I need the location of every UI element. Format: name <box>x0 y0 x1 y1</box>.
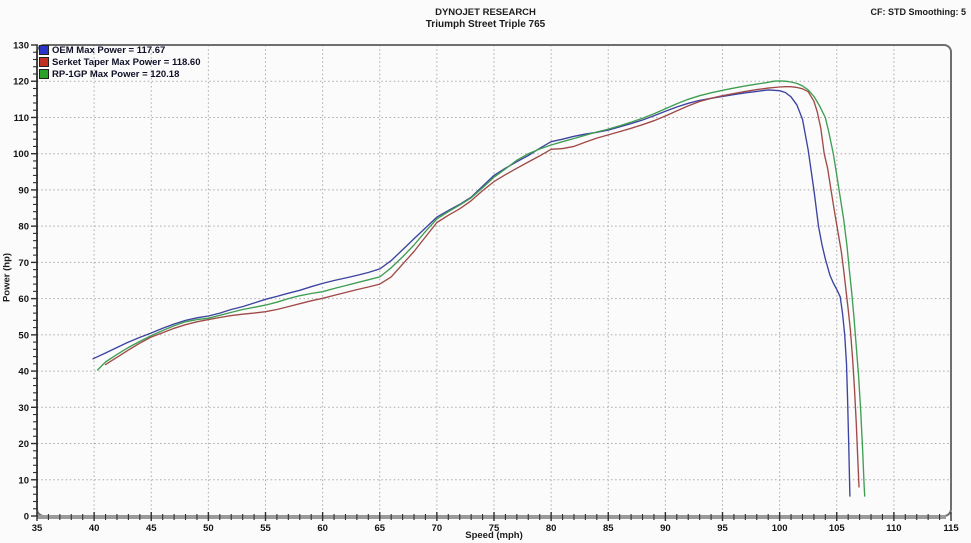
x-tick-label: 45 <box>146 523 157 534</box>
y-tick-label: 130 <box>13 41 29 52</box>
x-tick-label: 55 <box>260 523 271 534</box>
y-tick-label: 60 <box>18 294 29 305</box>
y-tick-label: 20 <box>18 439 29 450</box>
legend-label-oem: OEM Max Power = 117.67 <box>52 44 166 56</box>
y-tick-label: 40 <box>18 367 29 378</box>
x-tick-label: 80 <box>546 523 557 534</box>
curve-rp-1gp <box>96 80 866 497</box>
x-tick-label: 115 <box>943 523 959 534</box>
x-tick-label: 105 <box>829 523 846 534</box>
y-tick-label: 10 <box>18 475 29 486</box>
page-title: DYNOJET RESEARCH <box>435 7 536 18</box>
y-tick-label: 70 <box>18 258 29 269</box>
x-tick-label: 40 <box>89 523 100 534</box>
y-tick-label: 120 <box>13 77 29 88</box>
legend-swatch-serket-taper <box>39 57 49 67</box>
y-tick-label: 90 <box>18 185 29 196</box>
legend-item-rp-1gp: RP-1GP Max Power = 120.18 <box>39 68 200 80</box>
legend-label-rp-1gp: RP-1GP Max Power = 120.18 <box>52 68 180 80</box>
x-tick-label: 95 <box>717 523 728 534</box>
legend-item-oem: OEM Max Power = 117.67 <box>39 44 200 56</box>
x-tick-label: 75 <box>489 523 500 534</box>
legend-swatch-oem <box>39 45 49 55</box>
x-tick-label: 50 <box>203 523 214 534</box>
x-axis-title: Speed (mph) <box>465 530 523 541</box>
y-tick-label: 0 <box>24 512 29 523</box>
y-tick-label: 100 <box>13 149 29 160</box>
legend-swatch-rp-1gp <box>39 69 49 79</box>
x-tick-label: 35 <box>32 523 43 534</box>
x-tick-label: 85 <box>603 523 614 534</box>
y-tick-label: 50 <box>18 330 29 341</box>
x-tick-label: 70 <box>432 523 443 534</box>
y-tick-label: 30 <box>18 403 29 414</box>
page-subtitle: Triumph Street Triple 765 <box>425 19 546 30</box>
y-tick-label: 80 <box>18 222 29 233</box>
x-tick-label: 90 <box>660 523 671 534</box>
x-tick-label: 60 <box>317 523 328 534</box>
curve-serket-taper <box>104 86 860 488</box>
y-tick-label: 110 <box>14 113 29 124</box>
x-tick-label: 110 <box>886 523 901 534</box>
legend-label-serket-taper: Serket Taper Max Power = 118.60 <box>52 56 201 68</box>
chart-legend: OEM Max Power = 117.67 Serket Taper Max P… <box>39 44 200 80</box>
x-tick-label: 65 <box>374 523 385 534</box>
legend-item-serket-taper: Serket Taper Max Power = 118.60 <box>39 56 200 68</box>
y-axis-title: Power (hp) <box>1 252 13 303</box>
x-tick-label: 100 <box>772 523 788 534</box>
curve-oem <box>92 89 851 497</box>
correction-smoothing-note: CF: STD Smoothing: 5 <box>870 7 967 17</box>
